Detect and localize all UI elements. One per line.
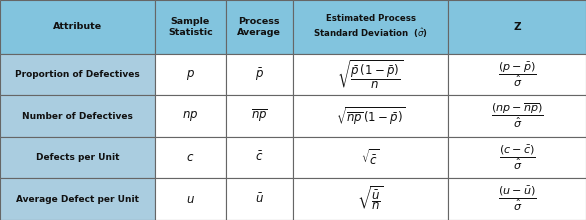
Text: $\sqrt{\bar{c}}$: $\sqrt{\bar{c}}$ bbox=[362, 148, 380, 167]
Text: $\bar{u}$: $\bar{u}$ bbox=[255, 192, 264, 206]
Text: Number of Defectives: Number of Defectives bbox=[22, 112, 133, 121]
Text: Defects per Unit: Defects per Unit bbox=[36, 153, 120, 162]
Bar bbox=[0, 178, 155, 220]
Bar bbox=[0, 95, 155, 137]
Text: Attribute: Attribute bbox=[53, 22, 102, 31]
Text: Average Defect per Unit: Average Defect per Unit bbox=[16, 195, 139, 204]
Bar bbox=[155, 54, 226, 95]
Bar bbox=[155, 0, 226, 54]
Text: Process
Average: Process Average bbox=[237, 17, 281, 37]
Text: Proportion of Defectives: Proportion of Defectives bbox=[15, 70, 140, 79]
Bar bbox=[448, 137, 586, 178]
Bar bbox=[226, 0, 293, 54]
Text: $\bar{c}$: $\bar{c}$ bbox=[255, 151, 264, 164]
Bar bbox=[293, 95, 448, 137]
Bar bbox=[293, 178, 448, 220]
Text: $u$: $u$ bbox=[186, 193, 195, 206]
Text: Estimated Process
Standard Deviation  ($\hat{\sigma}$): Estimated Process Standard Deviation ($\… bbox=[314, 14, 428, 40]
Bar bbox=[226, 178, 293, 220]
Bar bbox=[448, 0, 586, 54]
Bar bbox=[226, 54, 293, 95]
Text: $\bar{p}$: $\bar{p}$ bbox=[255, 66, 264, 83]
Text: $\dfrac{(np - \overline{np})}{\hat{\sigma}}$: $\dfrac{(np - \overline{np})}{\hat{\sigm… bbox=[491, 102, 543, 130]
Bar bbox=[293, 137, 448, 178]
Text: $p$: $p$ bbox=[186, 68, 195, 82]
Text: $\dfrac{(u - \bar{u})}{\hat{\sigma}}$: $\dfrac{(u - \bar{u})}{\hat{\sigma}}$ bbox=[498, 185, 536, 213]
Bar bbox=[155, 137, 226, 178]
Bar bbox=[0, 54, 155, 95]
Text: Sample
Statistic: Sample Statistic bbox=[168, 17, 213, 37]
Bar bbox=[0, 137, 155, 178]
Text: $\dfrac{(p - \bar{p})}{\hat{\sigma}}$: $\dfrac{(p - \bar{p})}{\hat{\sigma}}$ bbox=[498, 61, 536, 89]
Text: $np$: $np$ bbox=[182, 109, 199, 123]
Text: $\sqrt{\dfrac{\bar{u}}{n}}$: $\sqrt{\dfrac{\bar{u}}{n}}$ bbox=[357, 185, 384, 213]
Text: $\overline{np}$: $\overline{np}$ bbox=[251, 108, 268, 125]
Bar bbox=[226, 137, 293, 178]
Bar bbox=[448, 54, 586, 95]
Text: Z: Z bbox=[513, 22, 521, 32]
Bar bbox=[226, 95, 293, 137]
Bar bbox=[293, 54, 448, 95]
Bar bbox=[448, 178, 586, 220]
Text: $c$: $c$ bbox=[186, 151, 195, 164]
Bar bbox=[293, 0, 448, 54]
Text: $\sqrt{\overline{np}\,(1-\bar{p})}$: $\sqrt{\overline{np}\,(1-\bar{p})}$ bbox=[336, 105, 406, 127]
Bar bbox=[448, 95, 586, 137]
Bar bbox=[155, 178, 226, 220]
Text: $\sqrt{\dfrac{\bar{p}\,(1-\bar{p})}{n}}$: $\sqrt{\dfrac{\bar{p}\,(1-\bar{p})}{n}}$ bbox=[338, 59, 404, 91]
Text: $\dfrac{(c - \bar{c})}{\hat{\sigma}}$: $\dfrac{(c - \bar{c})}{\hat{\sigma}}$ bbox=[499, 144, 536, 172]
Bar bbox=[155, 95, 226, 137]
Bar bbox=[0, 0, 155, 54]
